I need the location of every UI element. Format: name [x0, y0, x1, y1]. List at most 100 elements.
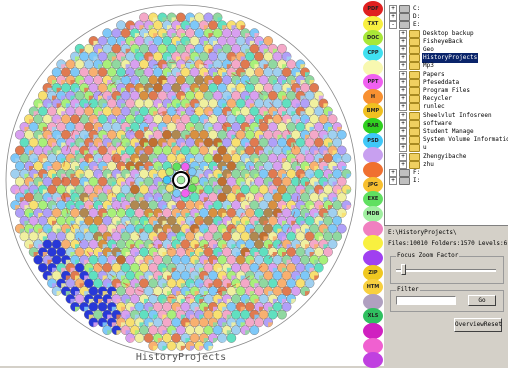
file-node[interactable] — [304, 137, 315, 148]
file-node[interactable] — [226, 254, 237, 265]
file-node[interactable] — [281, 176, 292, 187]
tree-item[interactable]: + Student Manage — [399, 127, 475, 137]
file-visualization-canvas[interactable]: HistoryProjects — [0, 0, 362, 366]
focus-zoom-slider[interactable] — [401, 264, 406, 275]
file-node[interactable] — [263, 36, 274, 46]
file-node[interactable] — [107, 98, 117, 109]
file-node[interactable] — [226, 333, 237, 343]
file-node[interactable] — [56, 215, 67, 226]
file-node[interactable] — [198, 98, 209, 109]
file-node[interactable] — [14, 176, 25, 187]
legend-item[interactable]: PSD — [363, 132, 383, 149]
file-node[interactable] — [304, 278, 315, 289]
file-node[interactable] — [28, 137, 39, 148]
file-node[interactable] — [33, 254, 44, 265]
file-node[interactable] — [166, 215, 177, 226]
file-node[interactable] — [336, 129, 347, 140]
tree-item[interactable]: - E: — [389, 20, 421, 30]
file-node[interactable] — [272, 98, 283, 109]
file-node[interactable] — [152, 254, 163, 265]
file-node[interactable] — [38, 137, 48, 148]
legend-item[interactable]: MDB — [363, 205, 383, 222]
file-node[interactable] — [42, 176, 53, 187]
file-node[interactable] — [165, 183, 174, 193]
file-node[interactable] — [221, 137, 232, 148]
file-node[interactable] — [148, 137, 158, 148]
expand-toggle[interactable]: + — [399, 111, 407, 120]
legend-item[interactable]: RAR — [363, 118, 383, 135]
filter-go-button[interactable]: Go — [468, 295, 496, 306]
legend-item[interactable]: PDF — [363, 1, 383, 17]
file-node[interactable] — [295, 137, 306, 148]
file-node[interactable] — [189, 333, 200, 343]
file-node[interactable] — [309, 83, 320, 93]
legend-item[interactable] — [363, 352, 383, 368]
file-node[interactable] — [277, 137, 287, 148]
expand-toggle[interactable]: + — [389, 169, 397, 177]
tree-item[interactable]: + Sheelvlut Infosreen — [399, 111, 493, 121]
legend-item[interactable] — [363, 162, 383, 179]
file-node[interactable] — [203, 215, 214, 226]
file-node[interactable] — [208, 98, 218, 109]
file-node[interactable] — [162, 333, 172, 343]
legend-item[interactable]: EXE — [363, 191, 383, 208]
legend-item[interactable] — [363, 337, 383, 354]
file-node[interactable] — [125, 254, 135, 265]
file-node[interactable] — [341, 153, 352, 163]
file-node[interactable] — [258, 137, 269, 148]
tree-item[interactable]: + D: — [389, 12, 421, 22]
file-node[interactable] — [84, 59, 94, 70]
legend-item[interactable]: CPP — [363, 44, 383, 61]
expand-toggle[interactable]: + — [399, 37, 407, 46]
file-node[interactable] — [318, 254, 329, 265]
file-node[interactable] — [336, 176, 347, 187]
tree-item[interactable]: + Pfeseddata — [399, 78, 460, 88]
tree-item[interactable]: + runlec — [399, 102, 446, 112]
file-node[interactable] — [88, 176, 99, 187]
file-node[interactable] — [116, 20, 126, 31]
expand-toggle[interactable]: + — [399, 62, 407, 71]
file-node[interactable] — [323, 247, 333, 257]
file-node[interactable] — [111, 59, 122, 70]
tree-item[interactable]: + Mp3 — [399, 61, 435, 71]
file-node[interactable] — [281, 98, 292, 109]
file-node[interactable] — [102, 59, 112, 70]
expand-toggle[interactable]: + — [399, 95, 407, 104]
tree-item[interactable]: + Geo — [399, 45, 435, 55]
tree-item[interactable]: + Recycler — [399, 94, 453, 104]
file-node[interactable] — [281, 301, 292, 312]
tree-item[interactable]: + Papers — [399, 70, 446, 80]
file-node[interactable] — [143, 176, 154, 187]
legend-item[interactable]: ZIP — [363, 264, 383, 281]
file-node[interactable] — [267, 59, 278, 70]
legend-item[interactable] — [363, 147, 383, 164]
file-node[interactable] — [336, 145, 347, 156]
file-node[interactable] — [38, 215, 48, 226]
file-node[interactable] — [125, 98, 135, 109]
file-node[interactable] — [181, 189, 190, 198]
circle-pack-view[interactable]: HistoryProjects — [0, 0, 362, 366]
file-node[interactable] — [263, 254, 274, 265]
file-node[interactable] — [143, 98, 154, 109]
file-node[interactable] — [300, 98, 310, 109]
tree-item[interactable]: + C: — [389, 4, 421, 14]
legend-item[interactable] — [363, 323, 383, 340]
file-node[interactable] — [332, 137, 343, 148]
legend-item[interactable]: BMP — [363, 103, 383, 120]
file-node[interactable] — [180, 254, 191, 265]
file-node[interactable] — [286, 59, 297, 70]
tree-item[interactable]: + Zhengyibache — [399, 152, 467, 162]
expand-toggle[interactable]: + — [399, 128, 407, 136]
file-node[interactable] — [277, 43, 287, 54]
expand-toggle[interactable]: + — [399, 46, 407, 54]
file-node[interactable] — [231, 294, 241, 304]
file-node[interactable] — [332, 231, 343, 242]
file-node[interactable] — [102, 215, 112, 226]
file-node[interactable] — [300, 254, 310, 265]
file-node[interactable] — [189, 20, 200, 31]
file-node[interactable] — [332, 215, 343, 226]
file-node[interactable] — [323, 215, 333, 226]
file-node[interactable] — [272, 176, 283, 187]
file-node[interactable] — [139, 59, 149, 70]
file-node[interactable] — [88, 254, 99, 265]
